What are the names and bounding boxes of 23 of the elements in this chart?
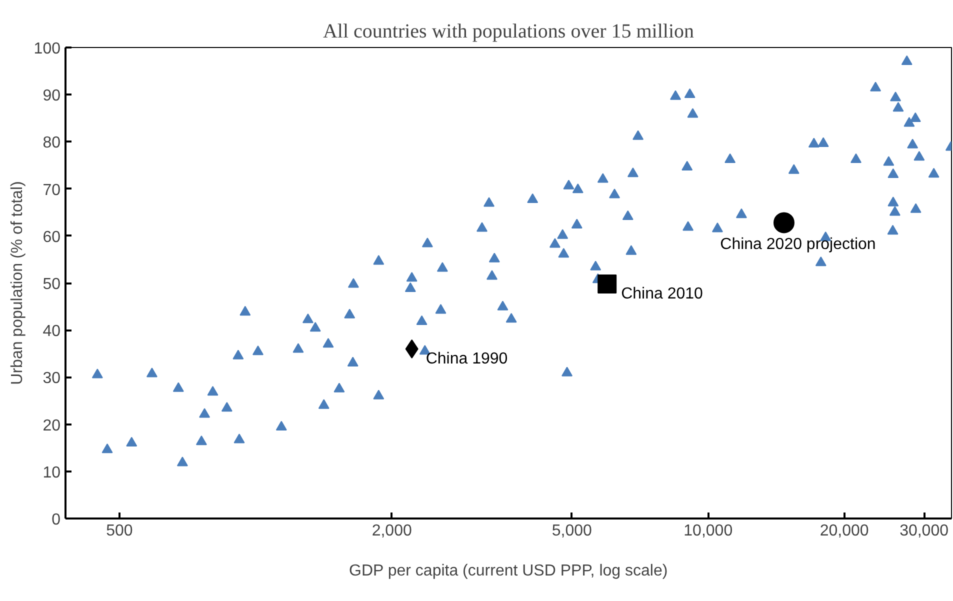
x-tick-label: 500 [106,522,133,540]
series-label: China 2010 [621,285,704,302]
x-tick-label: 2,000 [372,522,412,540]
y-tick-label: 10 [42,464,61,482]
y-axis-title: Urban population (% of total) [8,181,26,385]
y-tick-label: 60 [42,228,61,246]
x-tick-label: 10,000 [684,522,733,540]
y-tick-label: 20 [42,417,61,434]
x-tick-label: 30,000 [900,522,949,540]
x-tick-label: 5,000 [552,522,592,540]
y-tick-label: 100 [34,40,61,58]
y-tick-label: 80 [42,134,61,152]
y-tick-label: 50 [42,276,61,293]
y-tick-label: 90 [42,88,61,105]
chart-title: All countries with populations over 15 million [322,20,694,42]
series-label: China 1990 [426,350,508,368]
x-axis-title: GDP per capita (current USD PPP, log scale) [349,562,668,580]
series-label: China 2020 projection [720,236,876,254]
y-tick-label: 0 [52,512,61,528]
y-tick-label: 40 [42,323,61,340]
y-tick-label: 70 [42,182,61,199]
x-tick-label: 20,000 [820,522,869,540]
y-tick-label: 30 [42,370,61,388]
